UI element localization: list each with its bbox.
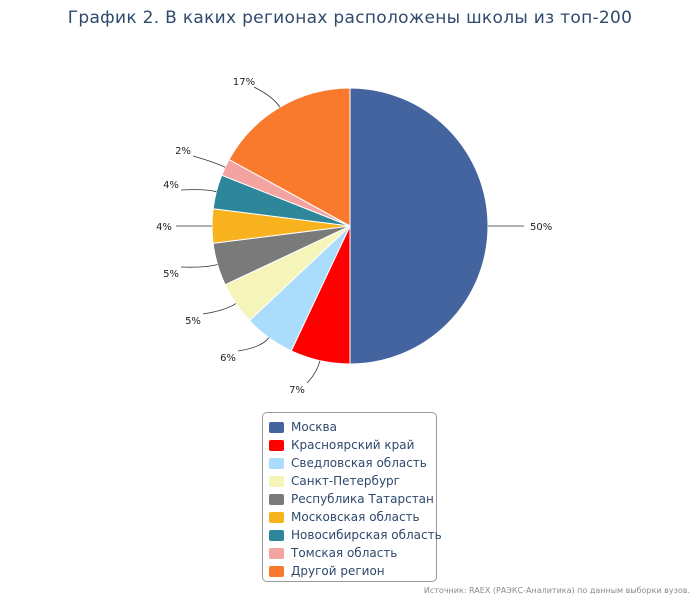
slice-percent-label: 6%: [220, 353, 236, 364]
legend-label: Сведловская область: [291, 456, 427, 470]
legend-item: Московская область: [269, 508, 436, 526]
legend-label: Москва: [291, 420, 337, 434]
legend-label: Новосибирская область: [291, 528, 442, 542]
legend: Москва Красноярский край Сведловская облас…: [262, 412, 442, 582]
legend-swatch: [269, 421, 284, 433]
leader-line: [202, 303, 237, 315]
slice-percent-label: 17%: [233, 77, 255, 88]
legend-item: Санкт-Петербург: [269, 472, 436, 490]
leader-line: [180, 189, 217, 193]
leader-line: [192, 155, 226, 168]
leader-line: [306, 360, 321, 384]
slice-percent-label: 2%: [175, 146, 191, 157]
source-note: Источник: RAEX (РАЭКС-Аналитика) по данн…: [423, 586, 690, 595]
legend-swatch: [269, 511, 284, 523]
legend-label: Республика Татарстан: [291, 492, 434, 506]
legend-item: Томская область: [269, 544, 436, 562]
legend-swatch: [269, 493, 284, 505]
legend-label: Томская область: [291, 546, 398, 560]
chart-title: График 2. В каких регионах расположены ш…: [67, 8, 633, 28]
leader-line: [253, 86, 281, 108]
legend-label: Другой регион: [291, 564, 385, 578]
legend-item: Красноярский край: [269, 436, 436, 454]
legend-swatch: [269, 529, 284, 541]
slice-percent-label: 5%: [185, 316, 201, 327]
legend-item: Новосибирская область: [269, 526, 442, 544]
legend-item: Другой регион: [269, 562, 436, 580]
pie-slice: [228, 87, 351, 227]
leader-line: [180, 264, 218, 268]
slice-percent-label: 5%: [163, 269, 179, 280]
legend-swatch: [269, 439, 284, 451]
legend-item: Республика Татарстан: [269, 490, 436, 508]
legend-swatch: [269, 475, 284, 487]
slice-percent-label: 4%: [163, 180, 179, 191]
legend-label: Санкт-Петербург: [291, 474, 400, 488]
legend-item: Сведловская область: [269, 454, 436, 472]
legend-label: Московская область: [291, 510, 420, 524]
legend-item: Москва: [269, 418, 436, 436]
legend-swatch: [269, 457, 284, 469]
legend-swatch: [269, 565, 284, 577]
slice-percent-label: 7%: [289, 385, 305, 396]
slice-percent-label: 4%: [156, 222, 172, 233]
legend-swatch: [269, 547, 284, 559]
slice-percent-label: 50%: [530, 222, 552, 233]
pie-slice: [349, 87, 489, 365]
legend-label: Красноярский край: [291, 438, 415, 452]
leader-line: [237, 337, 270, 352]
